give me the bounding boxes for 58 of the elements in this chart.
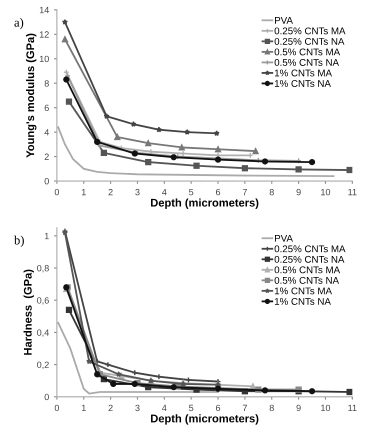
x-axis-title: Depth (micrometers) bbox=[151, 414, 258, 425]
legend-label: PVA bbox=[275, 234, 293, 242]
y-tick-label: 8 bbox=[44, 80, 49, 87]
x-tick-label: 6 bbox=[216, 188, 220, 196]
y-tick-label: 0 bbox=[44, 178, 49, 184]
x-tick-label: 4 bbox=[162, 404, 167, 412]
x-tick-label: 2 bbox=[108, 404, 113, 412]
legend-label: 1% CNTs NA bbox=[274, 80, 331, 87]
x-tick-label: 9 bbox=[296, 188, 301, 196]
y-tick-label: 10 bbox=[40, 56, 49, 62]
x-tick-label: 1 bbox=[82, 189, 86, 196]
y-tick-label: 0 bbox=[44, 394, 49, 400]
legend-label: 0.25% CNTs MA bbox=[274, 245, 346, 252]
x-tick-label: 8 bbox=[270, 404, 274, 412]
y-tick-label: 14 bbox=[40, 6, 49, 14]
x-tick-label: 6 bbox=[216, 404, 220, 412]
y-axis-title: Young's modulus (GPa) bbox=[26, 34, 36, 158]
x-tick-label: 4 bbox=[162, 189, 167, 196]
legend-label: 0.25% CNTs NA bbox=[274, 256, 344, 263]
x-tick-label: 11 bbox=[348, 404, 357, 412]
y-tick-label: 4 bbox=[44, 129, 49, 136]
x-tick-label: 10 bbox=[321, 404, 330, 412]
y-tick-label: 12 bbox=[40, 31, 49, 38]
x-tick-label: 1 bbox=[82, 404, 86, 412]
x-tick-label: 5 bbox=[189, 404, 194, 412]
y-tick-label: 2 bbox=[44, 154, 49, 160]
y-tick-label: 0,6 bbox=[37, 297, 49, 305]
x-axis-title: Depth (micrometers) bbox=[151, 198, 258, 209]
x-tick-label: 11 bbox=[348, 189, 357, 196]
legend-label: 0.5% CNTs MA bbox=[274, 48, 340, 56]
y-tick-label: 6 bbox=[44, 104, 49, 112]
legend-label: 0.5% CNTs NA bbox=[274, 276, 340, 284]
x-tick-label: 9 bbox=[296, 404, 301, 412]
x-tick-label: 0 bbox=[54, 188, 60, 196]
legend-label: 0.25% CNTs NA bbox=[274, 38, 344, 45]
x-tick-label: 7 bbox=[242, 189, 247, 196]
x-tick-label: 3 bbox=[135, 188, 140, 196]
x-tick-label: 5 bbox=[189, 189, 194, 196]
legend-label: 1% CNTs NA bbox=[274, 298, 331, 305]
legend-label: 0.25% CNTs MA bbox=[274, 27, 346, 34]
x-tick-label: 2 bbox=[108, 188, 113, 196]
y-tick-label: 0,8 bbox=[37, 265, 49, 272]
x-tick-label: 10 bbox=[321, 188, 330, 196]
legend-label: 1% CNTs MA bbox=[274, 287, 332, 294]
text: b) bbox=[14, 236, 24, 247]
x-tick-label: 8 bbox=[270, 188, 274, 196]
legend-label: 0.5% CNTs NA bbox=[274, 59, 340, 66]
legend-label: 0.5% CNTs MA bbox=[274, 266, 340, 274]
x-tick-label: 3 bbox=[135, 404, 140, 412]
y-tick-label: 1 bbox=[44, 232, 49, 240]
x-tick-label: 7 bbox=[242, 404, 247, 412]
y-tick-label: 0,4 bbox=[37, 329, 49, 337]
y-axis-title: Hardness (GPa) bbox=[24, 270, 34, 355]
legend-label: PVA bbox=[275, 17, 293, 24]
text: a) bbox=[14, 18, 24, 30]
y-tick-label: 0,2 bbox=[37, 362, 49, 370]
x-tick-label: 0 bbox=[54, 404, 60, 412]
legend-label: 1% CNTs MA bbox=[274, 70, 332, 76]
